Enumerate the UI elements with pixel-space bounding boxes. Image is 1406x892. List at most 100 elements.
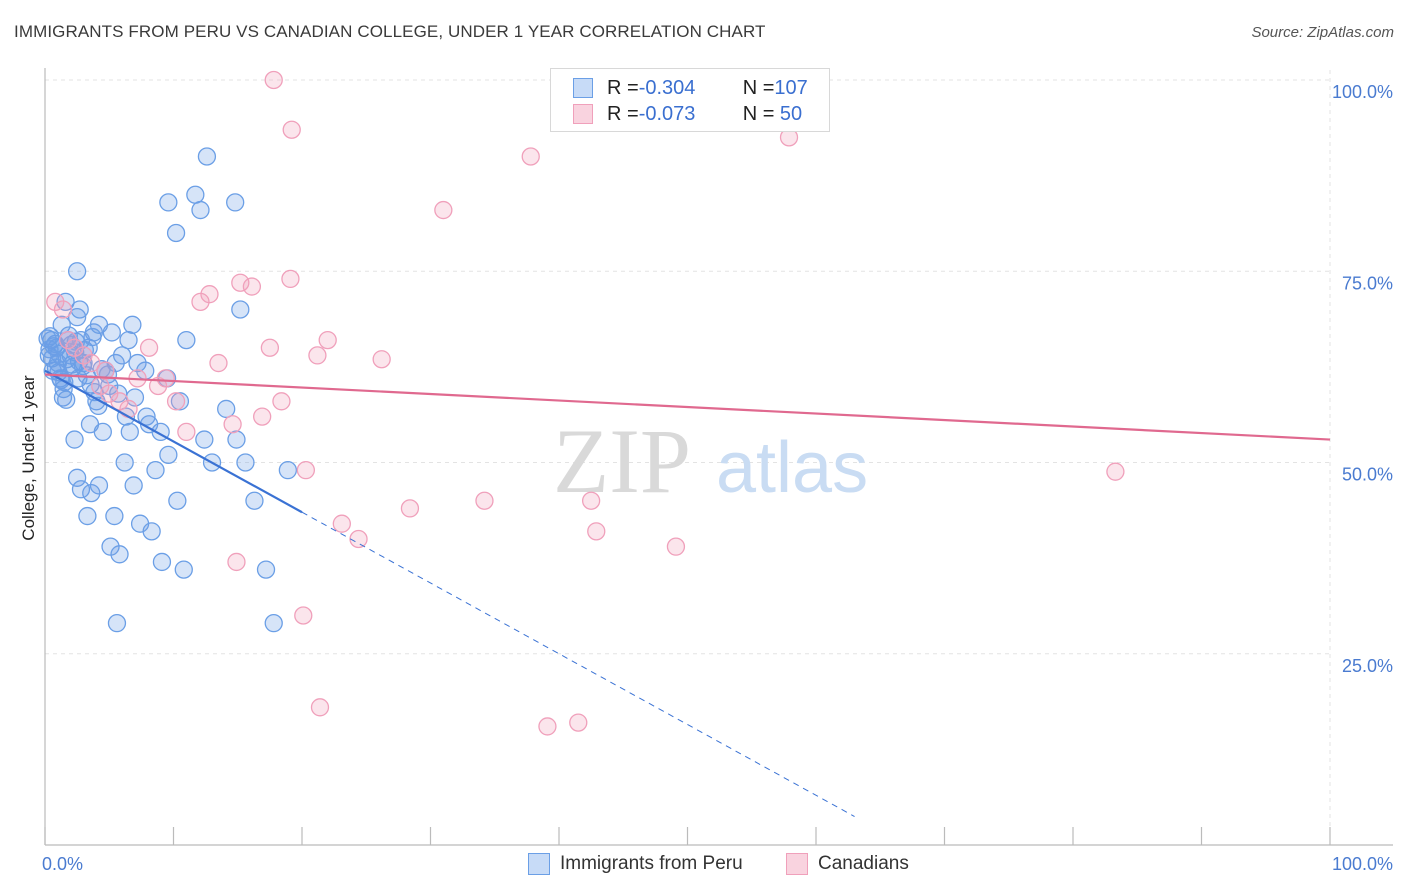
canadians-point xyxy=(156,369,175,388)
peru-point xyxy=(166,223,186,243)
canadians-point xyxy=(434,200,453,220)
trend-lines xyxy=(44,369,1331,817)
axes xyxy=(44,68,1393,846)
legend-n-label: N = xyxy=(742,76,775,99)
canadians-point xyxy=(521,147,540,166)
canadians-point xyxy=(332,514,351,533)
canadians-point xyxy=(223,415,242,434)
y-tick-label: 75.0% xyxy=(1342,273,1393,293)
peru-point xyxy=(236,453,255,472)
canadians-point xyxy=(372,350,391,369)
y-tick-label: 100.0% xyxy=(1332,82,1393,102)
canadians-point xyxy=(318,330,337,350)
canadians-point xyxy=(260,338,280,357)
peru-point xyxy=(217,399,236,419)
legend-swatch-canadians xyxy=(573,104,593,124)
canadians-point xyxy=(475,491,494,510)
canadians-point xyxy=(349,529,368,549)
correlation-legend: R = -0.304 N = 107 R = -0.073 N = 50 xyxy=(550,68,830,132)
canadians-point xyxy=(272,392,291,411)
peru-point xyxy=(57,390,76,409)
bottom-legend-label-peru: Immigrants from Peru xyxy=(560,853,743,874)
peru-point xyxy=(67,262,87,281)
peru-point xyxy=(115,453,134,472)
peru-point xyxy=(82,483,101,503)
canadians-point xyxy=(538,717,557,736)
peru-point xyxy=(123,315,142,334)
peru-point xyxy=(159,445,178,465)
canadians-point xyxy=(166,392,186,411)
peru-point xyxy=(227,430,246,449)
canadians-point xyxy=(294,606,313,625)
peru-trend-line xyxy=(44,369,303,514)
canadians-point xyxy=(569,713,588,732)
watermark: ZIP atlas xyxy=(553,410,868,512)
canadians-point xyxy=(209,353,228,373)
canadians-point xyxy=(177,422,196,442)
peru-point xyxy=(124,476,143,495)
canadians-point xyxy=(253,407,272,426)
legend-r-value: -0.073 xyxy=(638,102,696,125)
chart-source: Source: ZipAtlas.com xyxy=(1251,24,1394,41)
peru-point xyxy=(67,468,87,487)
peru-point xyxy=(195,430,214,449)
legend-n-value: 107 xyxy=(774,76,808,99)
x-tick-label: 100.0% xyxy=(1332,854,1393,874)
peru-point xyxy=(89,476,109,495)
peru-point xyxy=(65,430,84,449)
peru-point xyxy=(264,614,283,633)
canadians-point xyxy=(400,499,420,518)
legend-row-canadians: R = -0.073 N = 50 xyxy=(573,101,802,127)
peru-point xyxy=(174,560,193,579)
canadians-point xyxy=(296,460,316,480)
y-tick-label: 50.0% xyxy=(1342,465,1393,485)
canadians-point xyxy=(282,120,301,139)
peru-point xyxy=(102,323,121,342)
canadians-point xyxy=(310,698,330,717)
canadians-point xyxy=(666,537,686,556)
peru-point xyxy=(168,491,187,510)
peru-point xyxy=(119,330,138,350)
canadians-point xyxy=(148,376,168,396)
data-points xyxy=(38,70,1125,736)
canadians-point xyxy=(82,353,101,373)
canadians-point xyxy=(242,277,262,296)
legend-row-peru: R = -0.304 N = 107 xyxy=(573,75,808,101)
peru-point xyxy=(170,392,190,411)
canadians-point xyxy=(53,300,73,319)
peru-point xyxy=(152,552,172,572)
peru-point xyxy=(40,327,60,346)
peru-point xyxy=(112,346,132,365)
canadians-trend-line xyxy=(44,373,1331,441)
peru-point xyxy=(52,315,71,334)
y-tick-labels: 100.0% 75.0% 50.0% 25.0% xyxy=(1332,82,1393,676)
canadians-point xyxy=(46,292,65,312)
legend-n-label: N = xyxy=(742,102,775,125)
peru-point xyxy=(146,460,165,480)
peru-point xyxy=(70,300,89,319)
legend-r-value: -0.304 xyxy=(638,76,696,99)
peru-point xyxy=(107,614,127,633)
canadians-point xyxy=(100,384,119,403)
peru-point xyxy=(137,407,156,426)
legend-r-label: R = xyxy=(607,102,639,125)
peru-point xyxy=(128,353,147,373)
x-tick-labels: 0.0% 100.0% xyxy=(42,854,1393,874)
legend-r-label: R = xyxy=(607,76,639,99)
peru-point xyxy=(159,193,178,212)
peru-point xyxy=(142,522,161,541)
canadians-point xyxy=(1106,462,1125,481)
peru-point xyxy=(197,147,217,166)
peru-point xyxy=(231,300,250,319)
canadians-point xyxy=(581,491,601,510)
canadians-point xyxy=(96,361,115,380)
peru-point xyxy=(191,200,210,220)
canadians-point xyxy=(200,285,219,304)
canadians-point xyxy=(74,346,93,365)
peru-point xyxy=(83,327,102,347)
bottom-legend-canadians: Canadians xyxy=(786,852,909,876)
peru-point xyxy=(78,506,97,526)
canadians-point xyxy=(281,269,300,289)
canadians-point xyxy=(119,399,138,419)
